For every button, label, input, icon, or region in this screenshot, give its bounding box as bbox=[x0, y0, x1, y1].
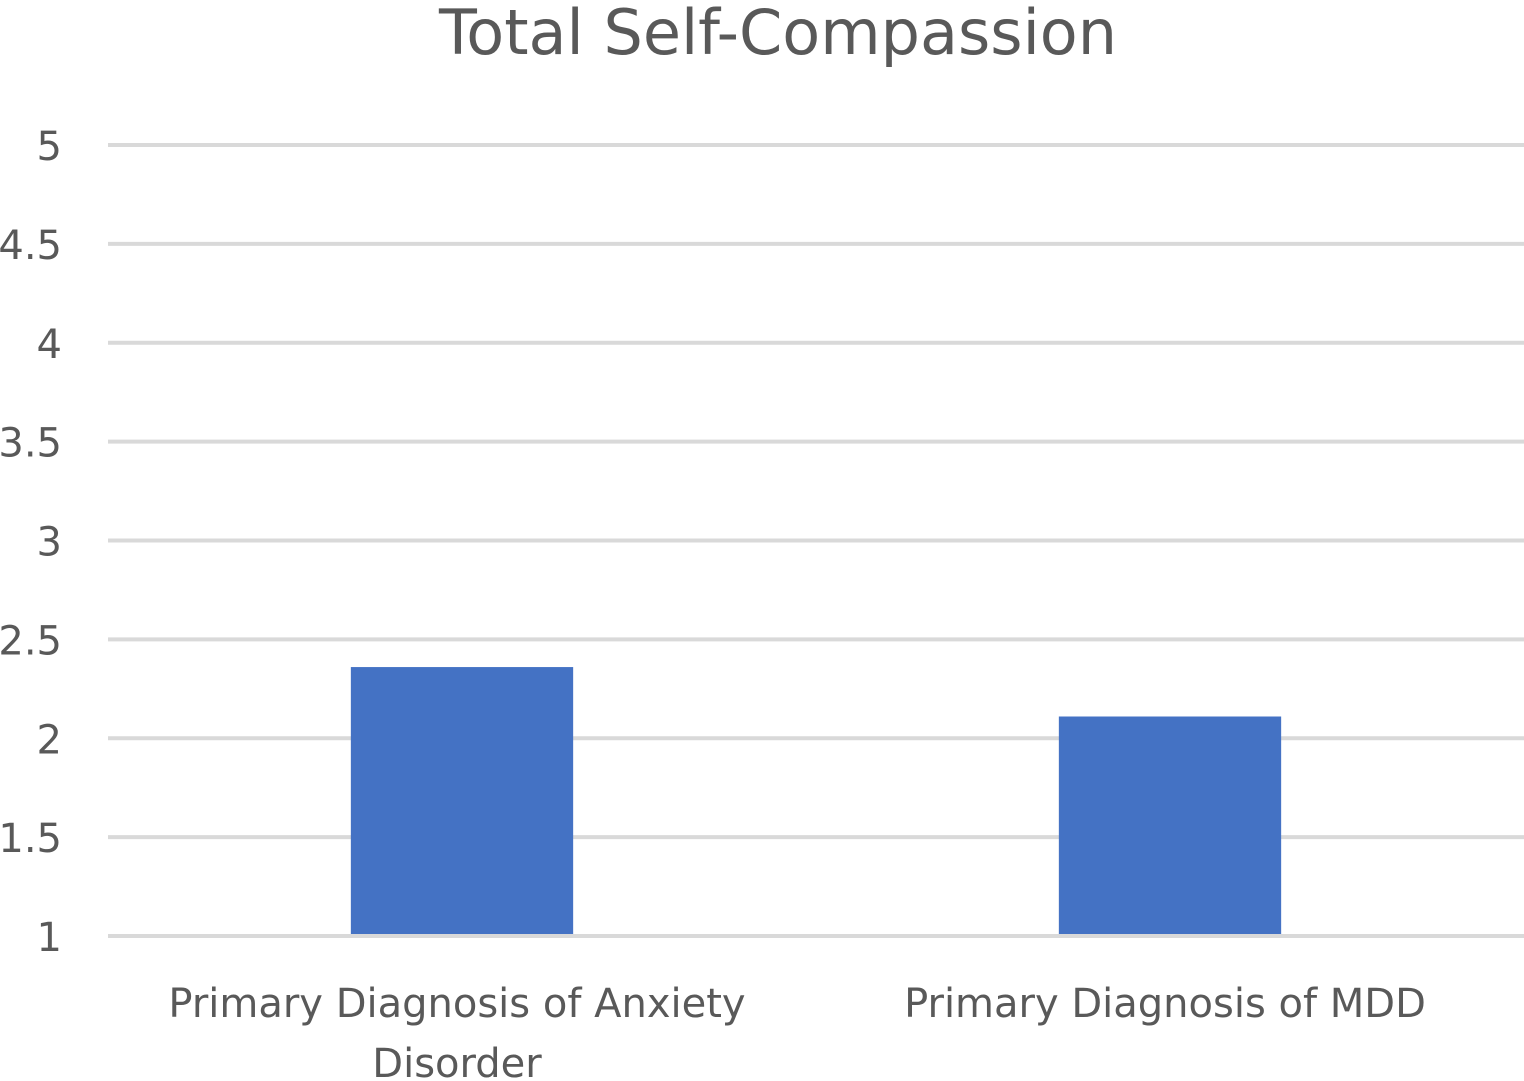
y-tick-label: 2.5 bbox=[0, 618, 62, 664]
x-tick-label: Primary Diagnosis of Anxiety bbox=[168, 981, 745, 1027]
y-tick-label: 1 bbox=[37, 915, 62, 961]
bar bbox=[350, 667, 574, 934]
bar bbox=[1058, 716, 1282, 934]
chart-title: Total Self-Compassion bbox=[438, 0, 1117, 69]
y-tick-label: 4.5 bbox=[0, 223, 62, 269]
y-tick-label: 2 bbox=[37, 717, 62, 763]
x-tick-label: Primary Diagnosis of MDD bbox=[904, 981, 1426, 1027]
y-tick-label: 5 bbox=[37, 124, 62, 170]
y-tick-label: 3 bbox=[37, 520, 62, 566]
y-tick-label: 1.5 bbox=[0, 816, 62, 862]
y-tick-label: 3.5 bbox=[0, 421, 62, 467]
x-tick-label: Disorder bbox=[372, 1041, 542, 1081]
y-tick-label: 4 bbox=[37, 322, 62, 368]
